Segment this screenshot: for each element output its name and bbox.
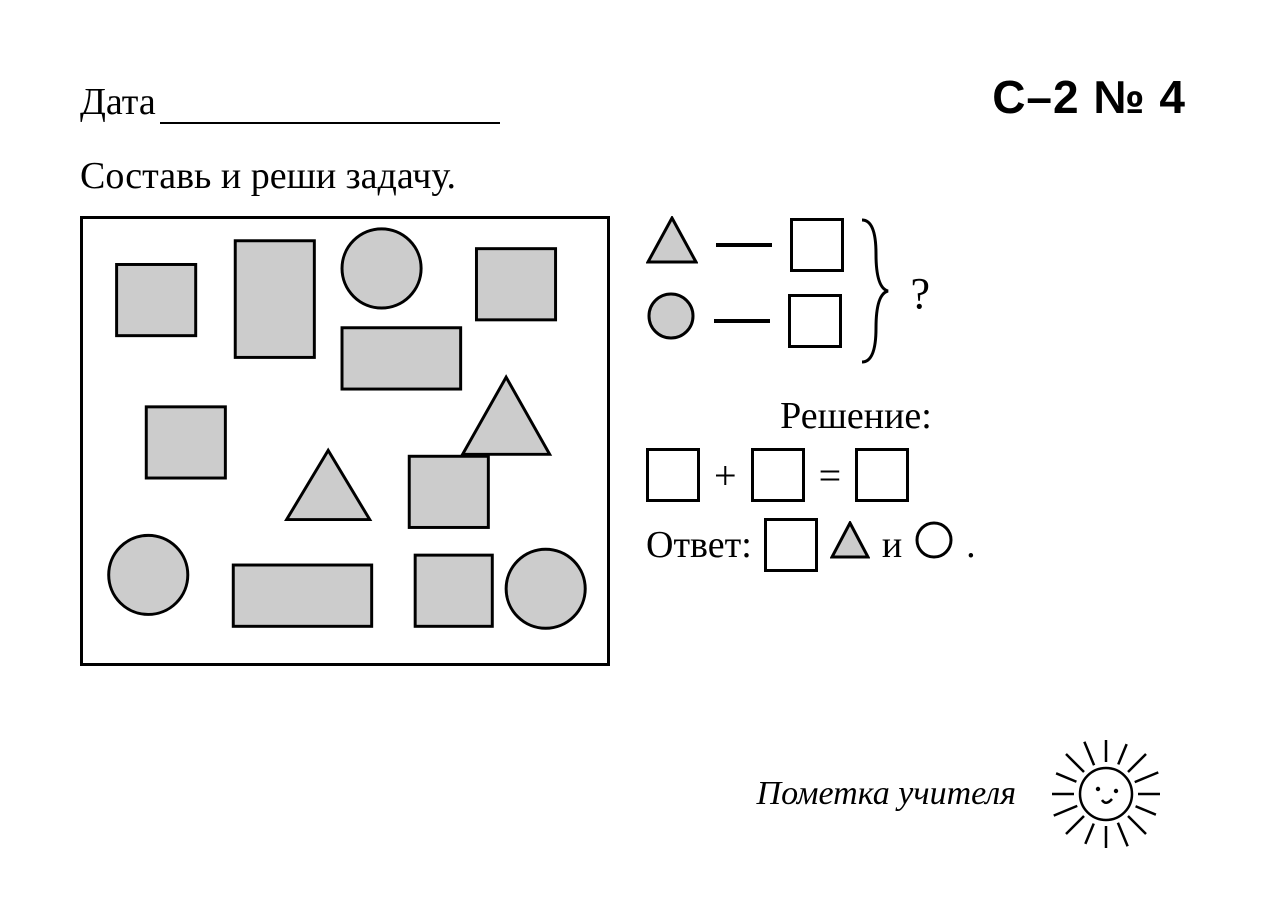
solution-label: Решение:: [646, 394, 1066, 438]
answer-box-circle-count[interactable]: [788, 294, 842, 348]
right-column: ? Решение: + = Ответ: и .: [646, 216, 1186, 572]
date-block: Дата: [80, 80, 500, 124]
dash-icon: [716, 243, 772, 247]
sun-icon: [1046, 734, 1166, 854]
shapes-svg: [83, 219, 607, 664]
count-rows: ?: [646, 216, 914, 368]
triangle-icon: [646, 216, 698, 273]
answer-period: .: [966, 523, 976, 567]
footer-row: Пометка учителя: [757, 734, 1166, 854]
date-label: Дата: [80, 80, 156, 124]
answer-row: Ответ: и .: [646, 518, 1186, 572]
instruction-text: Составь и реши задачу.: [80, 154, 1186, 198]
answer-total-box[interactable]: [764, 518, 818, 572]
count-row-triangle: [646, 216, 844, 273]
plus-operator: +: [714, 452, 737, 499]
circle-icon: [646, 291, 696, 350]
main-content-row: ? Решение: + = Ответ: и .: [80, 216, 1186, 666]
answer-label: Ответ:: [646, 523, 752, 567]
date-input-line[interactable]: [160, 94, 500, 124]
equation-operand-2[interactable]: [751, 448, 805, 502]
answer-circle-icon: [914, 520, 954, 570]
answer-box-triangle-count[interactable]: [790, 218, 844, 272]
equation-row: + =: [646, 448, 1186, 502]
shapes-container-box: [80, 216, 610, 666]
curly-brace-icon: [858, 216, 890, 366]
worksheet-id: С–2 № 4: [992, 70, 1186, 124]
question-mark: ?: [910, 268, 930, 319]
count-row-circle: [646, 291, 844, 350]
dash-icon: [714, 319, 770, 323]
equation-operand-1[interactable]: [646, 448, 700, 502]
equals-operator: =: [819, 452, 842, 499]
equation-result[interactable]: [855, 448, 909, 502]
header-row: Дата С–2 № 4: [80, 70, 1186, 124]
worksheet-page: Дата С–2 № 4 Составь и реши задачу.: [0, 0, 1266, 908]
answer-conjunction: и: [882, 523, 902, 567]
answer-triangle-icon: [830, 521, 870, 569]
teacher-note-label: Пометка учителя: [757, 775, 1016, 813]
